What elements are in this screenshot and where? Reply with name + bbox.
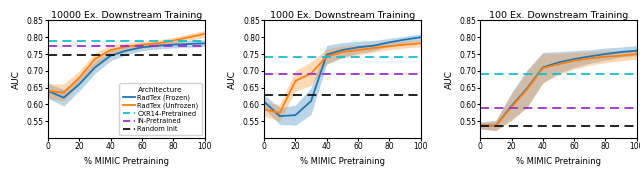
- X-axis label: % MIMIC Pretraining: % MIMIC Pretraining: [300, 157, 385, 166]
- Y-axis label: AUC: AUC: [228, 70, 237, 89]
- Legend: RadTex (Frozen), RadTex (Unfrozen), CXR14-Pretrained, IN-Pretrained, Random Init: RadTex (Frozen), RadTex (Unfrozen), CXR1…: [119, 83, 202, 135]
- Title: 1000 Ex. Downstream Training: 1000 Ex. Downstream Training: [270, 11, 415, 20]
- Title: 10000 Ex. Downstream Training: 10000 Ex. Downstream Training: [51, 11, 202, 20]
- Y-axis label: AUC: AUC: [12, 70, 21, 89]
- X-axis label: % MIMIC Pretraining: % MIMIC Pretraining: [84, 157, 169, 166]
- Title: 100 Ex. Downstream Training: 100 Ex. Downstream Training: [489, 11, 628, 20]
- Y-axis label: AUC: AUC: [445, 70, 454, 89]
- X-axis label: % MIMIC Pretraining: % MIMIC Pretraining: [516, 157, 601, 166]
